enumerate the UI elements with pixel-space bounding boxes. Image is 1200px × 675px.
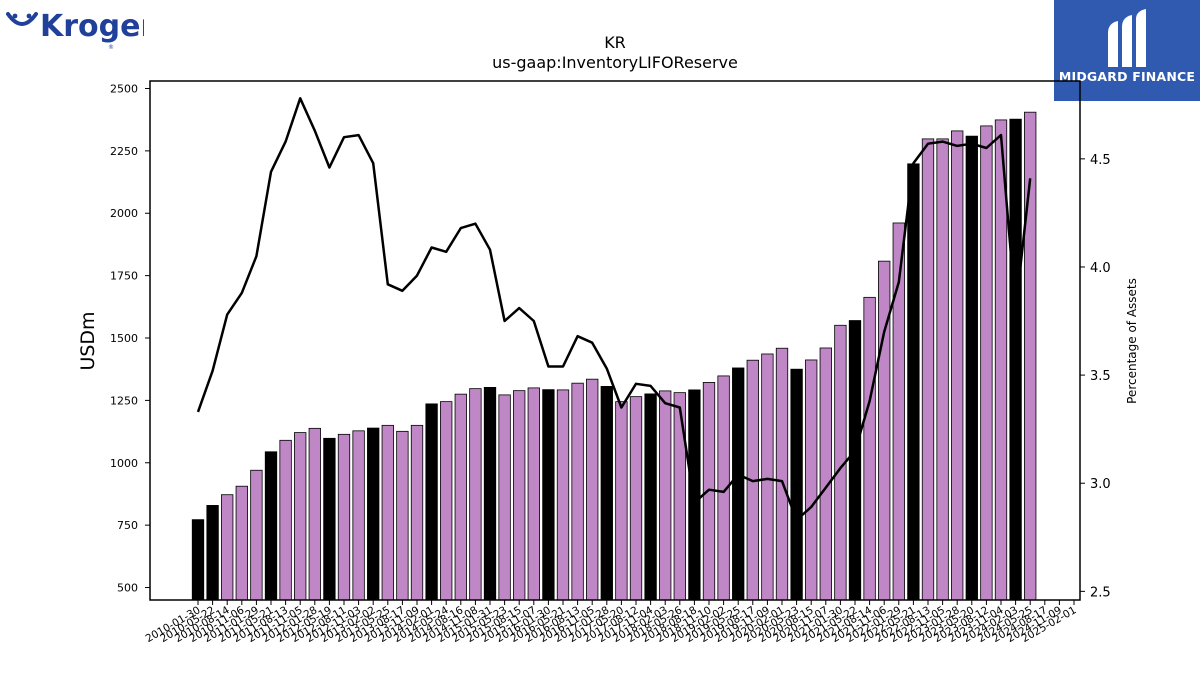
bar-2023-01-28 bbox=[951, 130, 964, 601]
bar-2010-01-30 bbox=[191, 519, 205, 601]
y-tick-label: 1500 bbox=[110, 332, 138, 345]
y-tick-label: 500 bbox=[117, 582, 138, 595]
bar-2020-02-01 bbox=[775, 347, 789, 601]
bar-2013-05-25 bbox=[381, 424, 394, 601]
y-tick-label: 2000 bbox=[110, 207, 138, 220]
bar-2022-08-13 bbox=[921, 138, 935, 601]
bar-2022-05-21 bbox=[907, 163, 920, 601]
y2-axis-label: Percentage of Assets bbox=[1125, 278, 1139, 404]
bar-2020-05-23 bbox=[790, 368, 803, 601]
bar-2015-05-23 bbox=[498, 394, 511, 601]
bar-2016-11-05 bbox=[586, 378, 599, 601]
midgard-logo-icon bbox=[1108, 9, 1146, 67]
trademark-symbol: ® bbox=[108, 44, 114, 51]
bar-2023-08-12 bbox=[980, 125, 993, 601]
bar-2011-05-21 bbox=[264, 451, 278, 601]
bar-2016-01-30 bbox=[542, 389, 555, 601]
line-group bbox=[196, 97, 1032, 522]
y-tick-label: 2250 bbox=[110, 145, 138, 158]
bar-2016-08-13 bbox=[571, 382, 584, 601]
left-axis: 500 750 1000 1250 1500 1750 2000 2250 2500 bbox=[110, 82, 150, 595]
bar-2019-05-25 bbox=[732, 367, 745, 601]
bar-2019-11-09 bbox=[761, 353, 774, 601]
bar-2021-11-06 bbox=[878, 260, 891, 601]
bar-2012-01-28 bbox=[308, 427, 321, 601]
bar-2014-05-24 bbox=[440, 401, 453, 601]
bar-2017-05-20 bbox=[615, 401, 628, 601]
y-tick-label: 1000 bbox=[110, 457, 138, 470]
bar-2013-02-02 bbox=[367, 427, 380, 601]
watermark-text: MIDGARD FINANCE bbox=[1058, 69, 1196, 84]
bar-2014-11-08 bbox=[469, 388, 482, 601]
bar-2013-11-09 bbox=[410, 424, 424, 601]
plot-frame bbox=[149, 80, 1081, 601]
y2-tick-label: 3.0 bbox=[1090, 477, 1111, 492]
bottom-axis: 2010-01-302010-05-222010-08-142010-11-06… bbox=[144, 600, 1079, 645]
bar-2017-01-28 bbox=[600, 386, 613, 601]
bar-2018-02-03 bbox=[659, 390, 672, 601]
kroger-logo: Kroger ® bbox=[6, 9, 144, 51]
bar-2024-02-03 bbox=[1009, 118, 1022, 601]
bar-2021-05-22 bbox=[848, 320, 862, 601]
y-tick-label: 2500 bbox=[110, 82, 138, 95]
bar-2014-08-16 bbox=[454, 393, 467, 601]
y2-tick-label: 3.5 bbox=[1090, 369, 1111, 384]
bar-2022-11-05 bbox=[936, 138, 949, 601]
y2-tick-label: 4.5 bbox=[1090, 153, 1111, 168]
y-axis-label: USDm bbox=[77, 311, 99, 370]
bar-2020-08-15 bbox=[805, 359, 818, 601]
chart-subtitle: us-gaap:InventoryLIFOReserve bbox=[492, 53, 738, 72]
bar-2015-01-31 bbox=[483, 387, 497, 601]
bar-2011-11-05 bbox=[294, 432, 307, 601]
bar-2013-08-17 bbox=[396, 430, 409, 601]
bar-2021-08-14 bbox=[863, 296, 876, 601]
bar-2011-08-13 bbox=[279, 439, 292, 601]
kroger-wordmark: Kroger bbox=[40, 9, 144, 44]
bar-2017-11-04 bbox=[644, 393, 657, 601]
bar-2011-01-29 bbox=[250, 469, 263, 601]
bar-2014-02-01 bbox=[425, 403, 438, 601]
y2-tick-label: 4.0 bbox=[1090, 261, 1111, 276]
y2-tick-label: 2.5 bbox=[1090, 585, 1111, 600]
bar-2010-11-06 bbox=[235, 485, 248, 601]
bars-group bbox=[191, 111, 1037, 601]
kroger-smile-icon bbox=[6, 12, 38, 26]
y-tick-label: 1250 bbox=[110, 394, 138, 407]
bar-2023-05-20 bbox=[965, 135, 978, 601]
bar-2017-08-12 bbox=[629, 396, 643, 601]
y-tick-label: 750 bbox=[117, 519, 138, 532]
percentage-of-assets-line bbox=[196, 97, 1032, 522]
bar-2015-08-15 bbox=[513, 390, 526, 601]
bar-2016-05-21 bbox=[556, 389, 570, 601]
bar-2015-11-07 bbox=[527, 387, 540, 601]
bar-2010-05-22 bbox=[206, 505, 219, 601]
bar-2018-05-26 bbox=[673, 392, 686, 601]
chart-title: KR bbox=[604, 33, 626, 52]
bar-2012-08-11 bbox=[337, 433, 351, 601]
bar-2012-11-03 bbox=[352, 430, 365, 601]
bar-2012-05-19 bbox=[323, 437, 336, 601]
bar-2020-11-07 bbox=[819, 347, 832, 601]
bar-2010-08-14 bbox=[221, 494, 234, 601]
midgard-finance-watermark: MIDGARD FINANCE bbox=[1054, 0, 1200, 101]
y-tick-label: 1750 bbox=[110, 270, 138, 283]
right-axis: 2.5 3.0 3.5 4.0 4.5 bbox=[1080, 153, 1111, 600]
